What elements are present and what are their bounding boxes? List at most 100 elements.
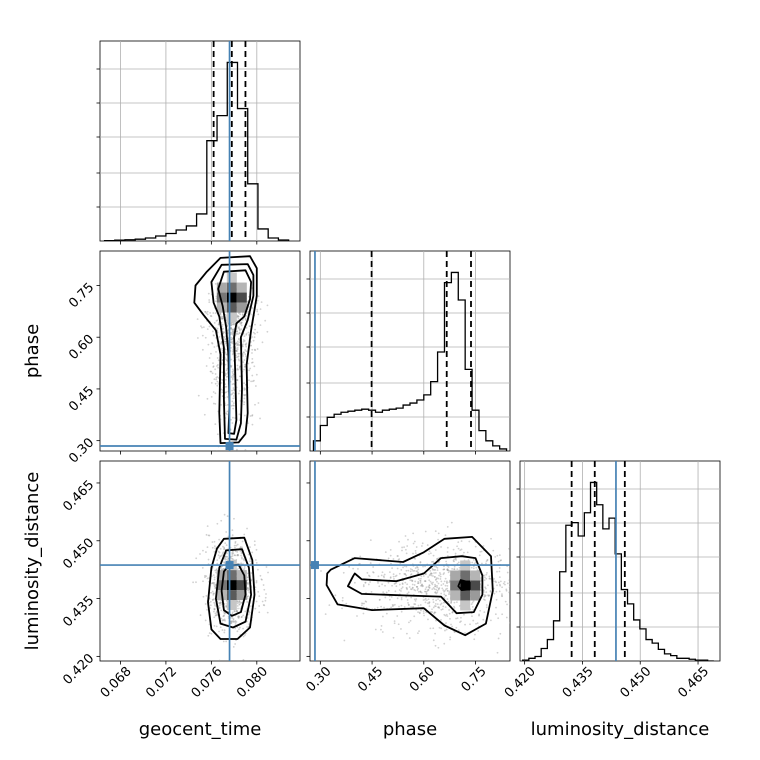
density-cell-6 — [216, 570, 227, 581]
sample-point — [199, 553, 201, 555]
sample-point — [253, 544, 256, 546]
sample-point — [196, 318, 199, 321]
sample-point — [251, 414, 254, 417]
sample-point — [378, 599, 381, 601]
sample-point — [433, 612, 435, 615]
sample-point — [235, 350, 238, 352]
sample-point — [236, 602, 239, 605]
sample-point — [449, 638, 451, 641]
sample-point — [232, 329, 235, 332]
sample-point — [236, 316, 239, 318]
sample-point — [448, 569, 451, 572]
sample-point — [262, 604, 265, 606]
sample-point — [231, 338, 233, 341]
sample-point — [436, 557, 438, 560]
y-tick-label-luminosity-distance: 0.435 — [60, 593, 97, 630]
sample-point — [431, 583, 434, 586]
sample-point — [424, 588, 427, 591]
sample-point — [417, 582, 420, 585]
sample-point — [235, 333, 238, 335]
contour-level-1 — [346, 555, 484, 615]
sample-point — [419, 590, 422, 593]
sample-point — [225, 359, 228, 362]
sample-point — [239, 365, 241, 368]
sample-point — [320, 570, 322, 572]
sample-point — [433, 569, 436, 571]
sample-point — [360, 604, 363, 607]
sample-point — [234, 546, 236, 549]
x-tick-label-phase: 0.75 — [459, 664, 490, 695]
sample-point — [478, 554, 481, 557]
sample-point — [490, 537, 492, 540]
sample-point — [446, 569, 449, 571]
pair-phase-luminosity-distance-frame — [309, 460, 511, 662]
density-cell-6 — [450, 570, 461, 581]
sample-point — [417, 568, 420, 571]
sample-point — [214, 282, 217, 285]
sample-point — [211, 330, 214, 333]
sample-point — [232, 328, 235, 331]
y-tick-label-phase: 0.75 — [66, 280, 97, 311]
sample-point — [254, 385, 257, 387]
sample-point — [257, 568, 259, 571]
sample-point — [495, 581, 498, 584]
sample-point — [225, 358, 227, 361]
sample-point — [451, 611, 454, 614]
sample-point — [255, 580, 258, 582]
sample-point — [224, 619, 226, 622]
sample-point — [235, 343, 237, 345]
sample-point — [428, 601, 431, 604]
sample-point — [419, 604, 422, 606]
sample-point — [430, 572, 432, 575]
sample-point — [432, 586, 435, 589]
sample-point — [257, 313, 260, 316]
sample-point — [428, 601, 431, 604]
sample-point — [394, 575, 397, 578]
sample-point — [412, 605, 415, 608]
sample-point — [406, 545, 409, 547]
pair-phase-luminosity-distance — [310, 461, 510, 661]
sample-point — [223, 562, 226, 564]
sample-point — [231, 393, 234, 395]
sample-point — [416, 566, 418, 568]
sample-point — [364, 600, 367, 603]
sample-point — [245, 333, 248, 336]
sample-point — [394, 590, 397, 593]
sample-point — [239, 322, 242, 325]
sample-point — [504, 583, 506, 586]
sample-point — [415, 598, 418, 600]
sample-point — [248, 588, 250, 591]
sample-point — [209, 600, 212, 603]
sample-point — [251, 357, 254, 360]
sample-point — [483, 595, 486, 598]
sample-point — [499, 583, 501, 586]
x-tick-label-geocent-time: 0.076 — [189, 664, 226, 701]
sample-point — [201, 348, 204, 351]
sample-point — [453, 605, 455, 608]
sample-point — [201, 326, 203, 329]
sample-point — [236, 554, 239, 556]
sample-point — [396, 615, 399, 617]
sample-point — [215, 376, 218, 379]
sample-point — [265, 593, 267, 595]
sample-point — [240, 322, 243, 325]
sample-point — [369, 562, 372, 564]
sample-point — [214, 423, 217, 426]
sample-point — [324, 613, 327, 616]
sample-point — [248, 325, 251, 328]
sample-point — [261, 341, 264, 344]
sample-point — [217, 554, 220, 557]
sample-point — [397, 559, 400, 561]
sample-point — [476, 622, 479, 625]
sample-point — [483, 574, 486, 577]
sample-point — [404, 535, 407, 537]
sample-point — [218, 538, 221, 541]
sample-point — [499, 580, 502, 583]
sample-point — [394, 582, 397, 585]
sample-point — [353, 581, 356, 584]
sample-point — [443, 596, 446, 599]
pair-geocent-time-phase-frame — [99, 250, 301, 452]
sample-point — [231, 370, 234, 373]
sample-point — [219, 313, 222, 316]
sample-point — [424, 530, 427, 533]
